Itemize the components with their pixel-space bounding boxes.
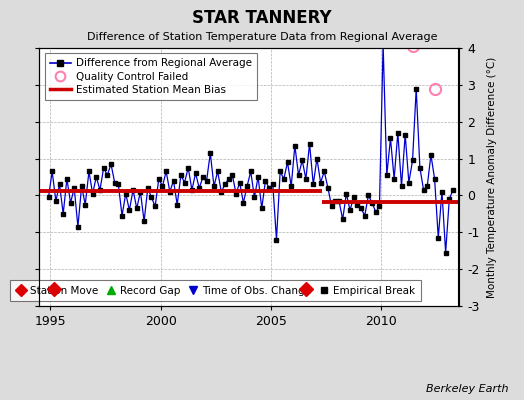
Y-axis label: Monthly Temperature Anomaly Difference (°C): Monthly Temperature Anomaly Difference (… (487, 56, 497, 298)
Text: Berkeley Earth: Berkeley Earth (426, 384, 508, 394)
Text: STAR TANNERY: STAR TANNERY (192, 9, 332, 27)
Text: Difference of Station Temperature Data from Regional Average: Difference of Station Temperature Data f… (87, 32, 437, 42)
Legend: Station Move, Record Gap, Time of Obs. Change, Empirical Break: Station Move, Record Gap, Time of Obs. C… (10, 280, 421, 301)
